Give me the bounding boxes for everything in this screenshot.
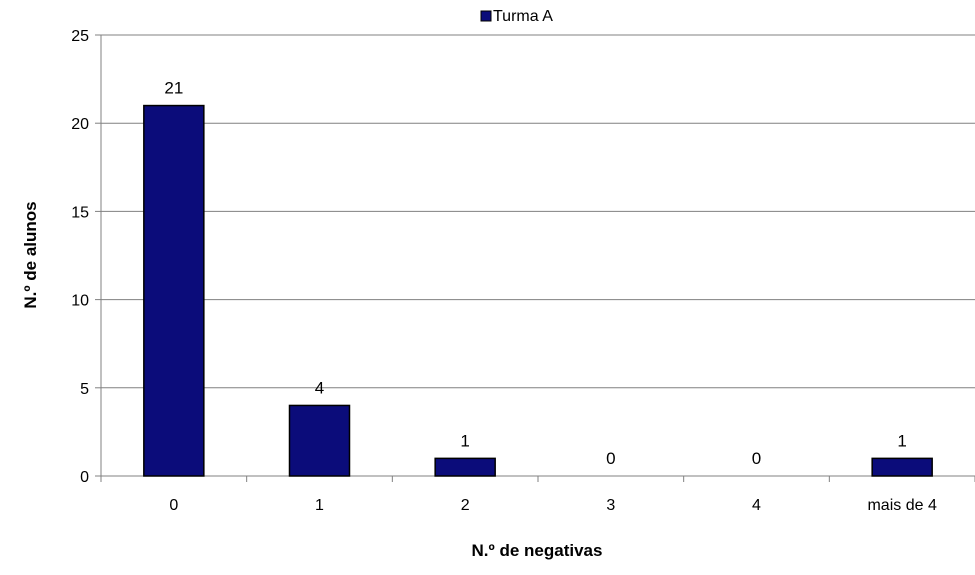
data-labels: 21 4 1 0 0 1 xyxy=(164,79,907,468)
data-label: 1 xyxy=(897,431,906,450)
bar xyxy=(288,404,351,477)
axes xyxy=(95,34,975,482)
bar xyxy=(434,457,496,477)
x-tick-label: 0 xyxy=(169,497,178,514)
x-tick-label: 2 xyxy=(461,497,470,514)
data-label: 4 xyxy=(315,378,324,397)
y-tick-label: 25 xyxy=(71,28,89,45)
x-tick-label: 3 xyxy=(606,497,615,514)
y-tick-label: 10 xyxy=(71,293,89,310)
data-label: 0 xyxy=(752,449,761,468)
y-tick-label: 15 xyxy=(71,204,89,221)
y-tick-label: 20 xyxy=(71,116,89,133)
x-tick-label: 1 xyxy=(315,497,324,514)
legend-label: Turma A xyxy=(493,8,553,25)
bar xyxy=(871,457,933,477)
bar xyxy=(143,104,205,477)
y-tick-label: 0 xyxy=(80,469,89,486)
data-label: 0 xyxy=(606,449,615,468)
data-label: 1 xyxy=(460,431,469,450)
x-axis-title: N.º de negativas xyxy=(472,541,603,560)
legend-swatch xyxy=(480,10,492,22)
y-tick-label: 5 xyxy=(80,381,89,398)
x-tick-label: 4 xyxy=(752,497,761,514)
bars xyxy=(143,104,933,477)
gridlines xyxy=(101,34,975,389)
legend: Turma A xyxy=(480,8,553,25)
y-axis-title: N.º de alunos xyxy=(21,201,40,308)
data-label: 21 xyxy=(164,79,183,98)
x-tick-label: mais de 4 xyxy=(867,497,936,514)
